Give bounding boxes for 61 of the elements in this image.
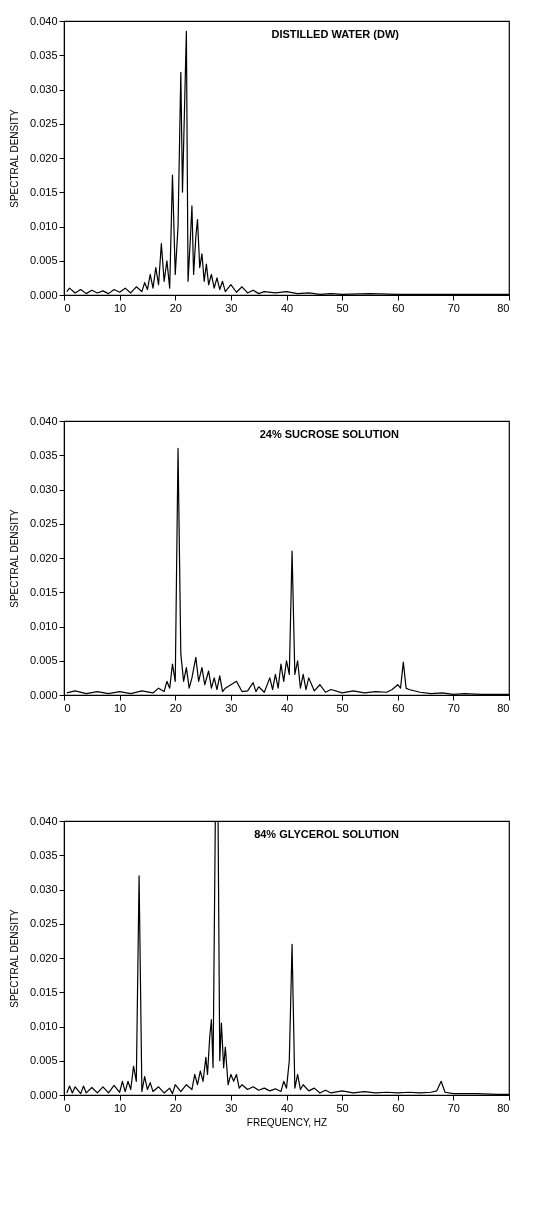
x-axis-title: FREQUENCY, HZ — [246, 1116, 328, 1128]
y-tick-label: 0.035 — [29, 48, 58, 61]
y-tick-label: 0.025 — [29, 517, 58, 530]
x-tick-label: 20 — [169, 301, 182, 314]
y-tick-label: 0.020 — [29, 151, 58, 164]
y-tick-label: 0.040 — [29, 814, 58, 827]
x-tick-label: 50 — [336, 301, 349, 314]
x-tick-label: 70 — [447, 701, 460, 714]
x-tick-label: 30 — [225, 701, 238, 714]
y-tick-label: 0.020 — [29, 951, 58, 964]
x-tick-label: 50 — [336, 701, 349, 714]
y-tick-label: 0.040 — [29, 414, 58, 427]
y-axis-title: SPECTRAL DENSITY — [8, 508, 20, 608]
y-tick-label: 0.015 — [29, 185, 58, 198]
y-tick-label: 0.010 — [29, 220, 58, 232]
x-tick-label: 40 — [280, 1101, 294, 1114]
x-tick-label: 20 — [169, 1101, 182, 1114]
text: 84% GLYCEROL SOLUTION — [254, 828, 400, 840]
y-axis-title: SPECTRAL DENSITY — [8, 108, 20, 208]
y-tick-label: 0.035 — [29, 848, 58, 861]
y-tick-label: 0.010 — [29, 1020, 58, 1032]
y-tick-label: 0.015 — [29, 985, 58, 998]
x-tick-label: 50 — [336, 1101, 349, 1114]
x-tick-label: 60 — [392, 301, 405, 314]
y-tick-label: 0.030 — [29, 883, 58, 895]
x-tick-label: 10 — [114, 301, 127, 314]
x-tick-label: 30 — [225, 301, 238, 314]
x-tick-label: 0 — [64, 301, 71, 314]
x-tick-label: 40 — [280, 301, 294, 314]
y-tick-label: 0.000 — [29, 688, 58, 701]
y-tick-label: 0.030 — [29, 483, 58, 495]
y-tick-label: 0.020 — [29, 551, 58, 564]
y-tick-label: 0.000 — [29, 1088, 58, 1101]
x-tick-label: 60 — [392, 1101, 405, 1114]
x-tick-label: 0 — [64, 1101, 71, 1114]
x-tick-label: 0 — [64, 701, 71, 714]
y-tick-label: 0.005 — [29, 1054, 58, 1067]
x-tick-label: 80 — [497, 701, 510, 714]
y-tick-label: 0.005 — [29, 254, 58, 267]
y-tick-label: 0.025 — [29, 917, 58, 930]
x-tick-label: 60 — [392, 701, 405, 714]
x-tick-label: 80 — [497, 301, 510, 314]
y-axis-title: SPECTRAL DENSITY — [8, 908, 20, 1008]
x-tick-label: 70 — [447, 301, 460, 314]
y-tick-label: 0.035 — [29, 448, 58, 461]
text: 24% SUCROSE SOLUTION — [259, 428, 400, 440]
y-tick-label: 0.005 — [29, 654, 58, 667]
x-tick-label: 40 — [280, 701, 294, 714]
y-tick-label: 0.030 — [29, 83, 58, 95]
x-tick-label: 10 — [114, 701, 127, 714]
y-tick-label: 0.015 — [29, 585, 58, 598]
y-tick-label: 0.025 — [29, 117, 58, 130]
x-tick-label: 30 — [225, 1101, 238, 1114]
x-tick-label: 20 — [169, 701, 182, 714]
y-tick-label: 0.000 — [29, 288, 58, 301]
y-tick-label: 0.010 — [29, 620, 58, 632]
text: DISTILLED WATER (DW) — [271, 28, 400, 40]
y-tick-label: 0.040 — [29, 14, 58, 27]
x-tick-label: 70 — [447, 1101, 460, 1114]
x-tick-label: 80 — [497, 1101, 510, 1114]
x-tick-label: 10 — [114, 1101, 127, 1114]
